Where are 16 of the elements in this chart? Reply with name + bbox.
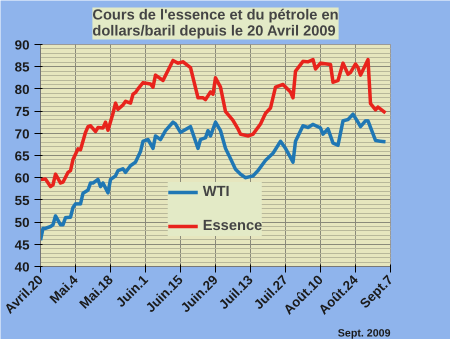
y-tick-label: 55 [14, 192, 30, 208]
y-tick-label: 50 [14, 215, 30, 230]
legend-label: Essence [202, 218, 262, 234]
text: Sept. 2009 [338, 328, 391, 339]
y-tick-label: 90 [14, 38, 30, 52]
line-series [40, 112, 388, 242]
chart-title: Cours de l'essence et du pétrole en dollars/baril depuis le 20 Avril 2009 [92, 8, 339, 40]
y-tick-label: 75 [14, 104, 30, 120]
legend-label: WTI [202, 184, 230, 200]
y-tick-label: 65 [14, 148, 30, 164]
y-tick-label: 70 [14, 126, 30, 142]
y-tick-label: 40 [14, 260, 30, 274]
y-tick-label: 45 [14, 237, 30, 252]
y-tick-label: 80 [14, 82, 30, 97]
y-tick-label: 60 [14, 170, 30, 186]
y-tick-label: 85 [14, 60, 30, 75]
